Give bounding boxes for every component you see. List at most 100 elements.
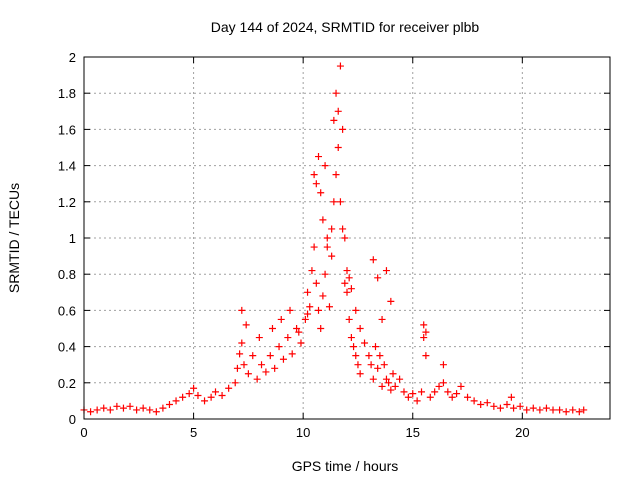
data-point bbox=[404, 393, 412, 401]
data-point bbox=[332, 171, 340, 179]
plot-frame bbox=[83, 56, 611, 420]
data-point bbox=[172, 397, 180, 405]
data-point bbox=[439, 361, 447, 369]
data-point bbox=[523, 406, 531, 414]
data-point bbox=[418, 388, 426, 396]
y-tick-label: 0 bbox=[69, 412, 76, 427]
data-point bbox=[336, 62, 344, 70]
data-point bbox=[382, 267, 390, 275]
data-point bbox=[422, 352, 430, 360]
data-point bbox=[315, 153, 323, 161]
data-point bbox=[179, 393, 187, 401]
y-tick-label: 0.6 bbox=[58, 303, 76, 318]
data-point bbox=[268, 325, 276, 332]
data-point bbox=[391, 382, 399, 390]
data-point bbox=[238, 306, 246, 314]
y-tick-label: 2 bbox=[69, 50, 76, 65]
data-point bbox=[284, 334, 292, 342]
data-point bbox=[347, 334, 355, 342]
data-point bbox=[345, 274, 353, 282]
data-point bbox=[350, 343, 358, 351]
data-point bbox=[328, 252, 336, 260]
data-point bbox=[556, 406, 564, 414]
data-point bbox=[361, 339, 369, 347]
data-point bbox=[242, 321, 250, 329]
data-point bbox=[146, 406, 154, 414]
data-point bbox=[529, 404, 537, 412]
x-tick-label: 0 bbox=[80, 425, 87, 440]
data-point bbox=[312, 279, 320, 287]
data-point bbox=[382, 375, 390, 383]
data-point bbox=[336, 198, 344, 206]
data-point bbox=[308, 267, 316, 275]
data-point bbox=[352, 352, 360, 360]
y-tick-label: 0.2 bbox=[58, 376, 76, 391]
data-point bbox=[409, 390, 417, 398]
axis-ticks: 0 5 10 15 20 0 0.2 0.4 0.6 0.8 1 1.2 1.4 1.6 1.8 2 bbox=[58, 50, 610, 440]
data-point bbox=[562, 408, 570, 416]
data-point bbox=[569, 406, 577, 414]
grid-lines bbox=[84, 57, 610, 419]
data-point bbox=[165, 401, 173, 409]
data-point bbox=[240, 361, 248, 369]
data-point bbox=[225, 384, 233, 392]
data-point bbox=[387, 386, 395, 394]
data-point bbox=[339, 125, 347, 133]
data-point bbox=[212, 388, 219, 396]
data-point bbox=[435, 382, 443, 390]
data-point bbox=[321, 270, 329, 278]
data-point bbox=[207, 393, 215, 401]
data-point bbox=[354, 361, 362, 369]
data-point bbox=[301, 315, 309, 323]
data-point bbox=[426, 393, 434, 401]
data-point bbox=[312, 180, 320, 188]
data-point bbox=[510, 404, 518, 412]
data-point bbox=[389, 370, 397, 378]
data-point bbox=[503, 401, 511, 409]
data-point bbox=[334, 144, 342, 151]
data-point bbox=[249, 352, 257, 360]
x-tick-label: 20 bbox=[515, 425, 529, 440]
data-point bbox=[580, 406, 588, 414]
data-point bbox=[341, 234, 349, 242]
data-point bbox=[279, 355, 287, 363]
data-point bbox=[152, 408, 160, 416]
data-point bbox=[139, 404, 147, 412]
data-point bbox=[330, 116, 338, 124]
data-point bbox=[315, 306, 323, 314]
x-tick-label: 10 bbox=[296, 425, 310, 440]
data-point bbox=[448, 393, 456, 401]
data-point bbox=[542, 404, 550, 412]
data-point bbox=[190, 384, 198, 392]
data-point bbox=[483, 399, 491, 407]
data-point bbox=[371, 343, 379, 351]
data-point bbox=[244, 370, 252, 378]
data-point bbox=[347, 285, 355, 293]
data-point bbox=[420, 334, 428, 342]
data-point bbox=[319, 292, 327, 300]
data-point bbox=[400, 388, 408, 396]
y-tick-label: 1.8 bbox=[58, 86, 76, 101]
data-point bbox=[507, 393, 515, 401]
data-point bbox=[365, 352, 373, 360]
data-point bbox=[126, 402, 134, 410]
data-point bbox=[185, 390, 193, 398]
data-point bbox=[325, 303, 333, 311]
data-point bbox=[490, 402, 498, 410]
data-point bbox=[231, 379, 239, 387]
data-point bbox=[496, 404, 504, 412]
data-point bbox=[380, 361, 388, 369]
data-point bbox=[262, 368, 270, 376]
data-point bbox=[218, 391, 226, 399]
data-point bbox=[439, 379, 447, 387]
data-point bbox=[374, 274, 382, 282]
data-point bbox=[470, 397, 478, 405]
data-point bbox=[341, 279, 349, 287]
data-point bbox=[345, 315, 353, 323]
data-point bbox=[319, 216, 327, 224]
data-point bbox=[369, 256, 377, 264]
data-point bbox=[321, 162, 329, 170]
data-point bbox=[194, 391, 202, 399]
data-point bbox=[420, 321, 428, 329]
